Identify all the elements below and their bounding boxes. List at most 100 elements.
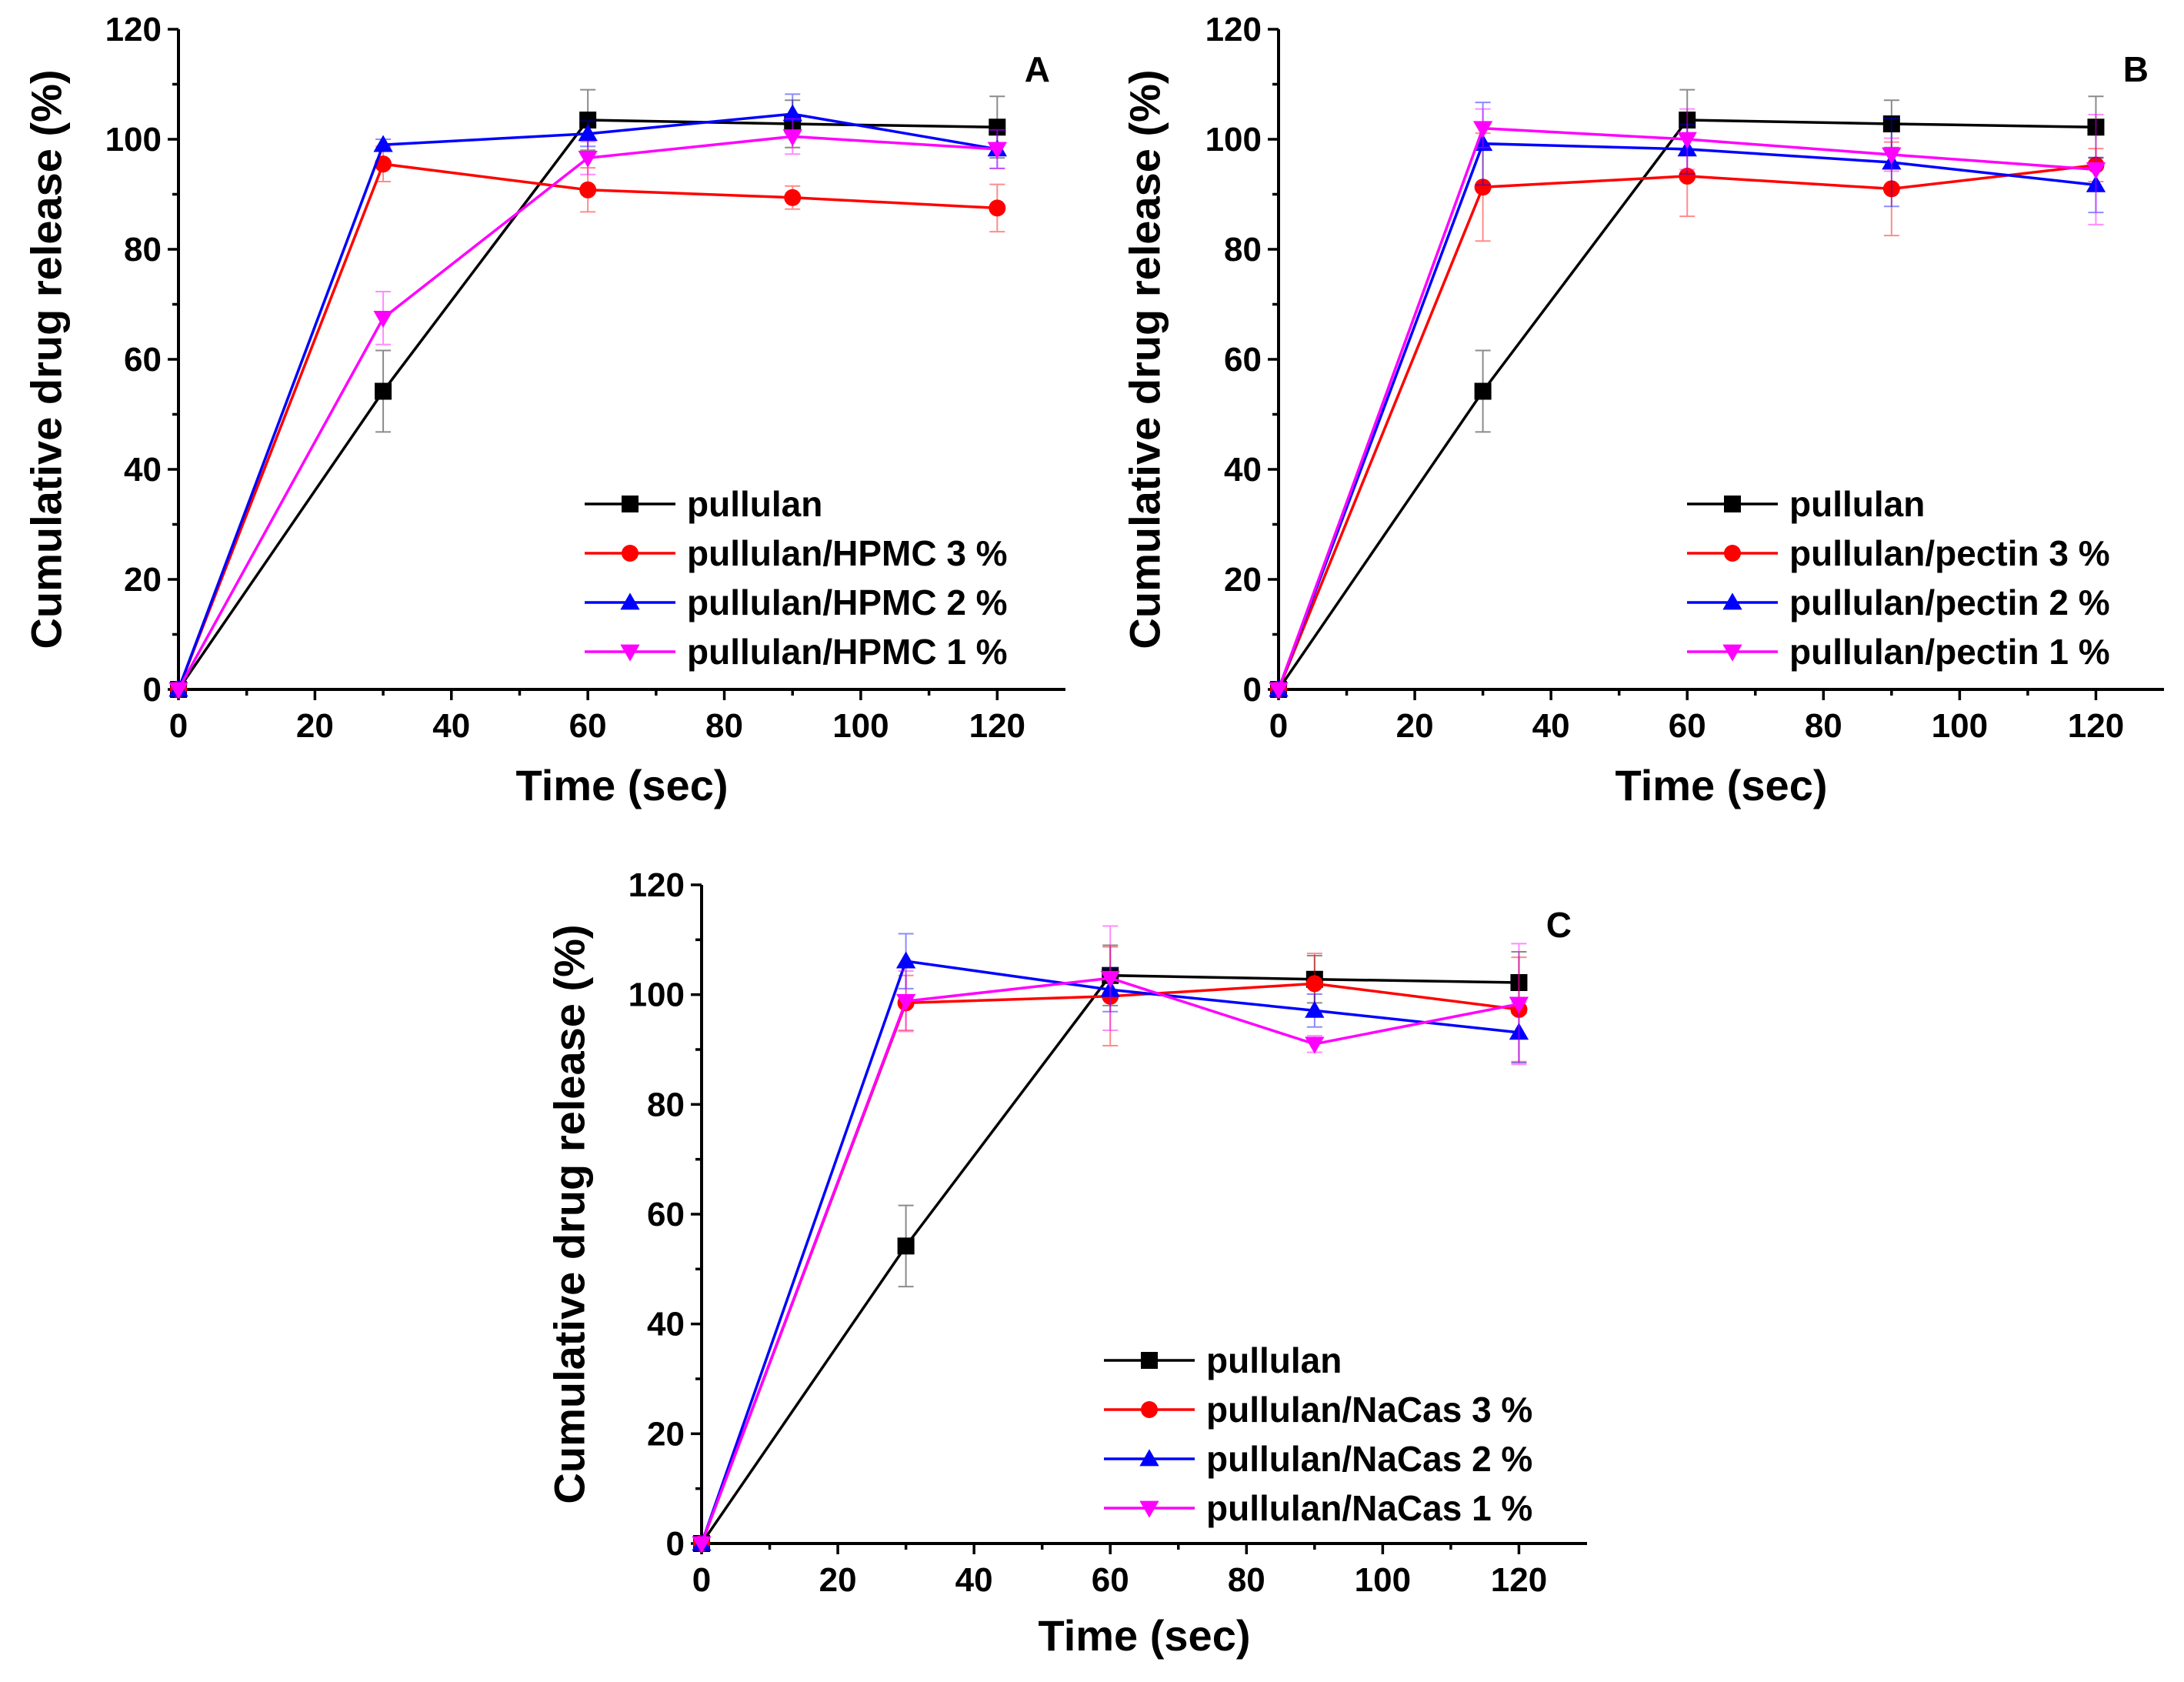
y-tick-label: 120 — [629, 866, 685, 904]
y-tick-label: 20 — [647, 1415, 685, 1453]
data-point — [1472, 134, 1493, 152]
data-point — [1679, 167, 1696, 185]
y-tick-label: 20 — [1224, 561, 1262, 599]
y-tick-label: 60 — [647, 1196, 685, 1233]
x-tick-label: 120 — [1491, 1561, 1547, 1599]
x-axis-title: Time (sec) — [1615, 761, 1828, 809]
panel-label: B — [2123, 49, 2149, 89]
chart-panel-b: 0 20 40 60 80 100 120 0 20 40 60 80 100 120 Time (sec)… — [1121, 11, 2164, 809]
legend-marker — [1724, 496, 1741, 512]
data-point — [1882, 180, 1900, 198]
x-tick-label: 40 — [432, 707, 470, 745]
y-axis-title: Cumulative drug release (%) — [545, 924, 594, 1503]
data-point — [579, 111, 597, 128]
legend-marker — [1139, 1449, 1159, 1467]
data-point — [1305, 1036, 1325, 1054]
data-point — [1474, 382, 1492, 400]
data-point — [784, 189, 802, 206]
x-tick-label: 0 — [169, 707, 188, 745]
y-tick-label: 0 — [1243, 671, 1262, 709]
data-point — [1509, 1023, 1529, 1040]
data-point — [895, 993, 916, 1011]
x-tick-label: 120 — [2068, 707, 2124, 745]
y-tick-label: 40 — [647, 1306, 685, 1343]
data-point — [1510, 973, 1528, 991]
data-point — [1882, 147, 1902, 165]
data-point — [1305, 975, 1323, 993]
y-tick-label: 80 — [647, 1086, 685, 1123]
data-point — [375, 382, 392, 400]
data-point — [989, 199, 1006, 217]
x-tick-label: 100 — [832, 707, 889, 745]
x-tick-label: 0 — [1269, 707, 1288, 745]
data-point — [2086, 162, 2106, 179]
x-tick-label: 80 — [1805, 707, 1842, 745]
x-tick-label: 0 — [692, 1561, 711, 1599]
legend-label: pullulan/pectin 3 % — [1789, 533, 2110, 573]
legend-marker — [622, 545, 639, 562]
legend-label: pullulan/pectin 1 % — [1789, 632, 2110, 672]
legend-label: pullulan/HPMC 2 % — [687, 582, 1008, 622]
data-point — [692, 1536, 712, 1554]
data-point — [2087, 118, 2105, 136]
data-point — [1509, 996, 1529, 1014]
x-tick-label: 20 — [296, 707, 334, 745]
x-tick-label: 20 — [819, 1561, 857, 1599]
x-axis-title: Time (sec) — [1039, 1611, 1251, 1660]
data-point — [578, 150, 598, 168]
data-point — [168, 682, 188, 699]
data-point — [1474, 179, 1492, 196]
y-tick-label: 60 — [124, 341, 162, 379]
x-tick-label: 100 — [1932, 707, 1988, 745]
data-point — [782, 129, 802, 147]
legend-marker — [622, 496, 639, 512]
x-tick-label: 40 — [1532, 707, 1570, 745]
data-point — [895, 951, 916, 969]
y-tick-label: 0 — [143, 671, 162, 709]
x-tick-label: 120 — [969, 707, 1025, 745]
y-tick-label: 100 — [1205, 121, 1262, 159]
y-axis-title: Cumulative drug release (%) — [1121, 69, 1169, 649]
series-3 — [692, 925, 1529, 1554]
y-tick-label: 80 — [1224, 231, 1262, 269]
legend-label: pullulan/pectin 2 % — [1789, 582, 2110, 622]
data-point — [1679, 111, 1696, 128]
data-point — [373, 135, 393, 152]
data-point — [1677, 132, 1697, 149]
x-tick-label: 60 — [569, 707, 607, 745]
legend: pullulan pullulan/NaCas 3 % pullulan/NaCas… — [1104, 1340, 1532, 1528]
legend-label: pullulan/NaCas 3 % — [1206, 1390, 1532, 1430]
data-point — [782, 104, 802, 122]
data-point — [1100, 970, 1120, 988]
series-2 — [1269, 102, 2106, 697]
x-tick-label: 60 — [1669, 707, 1706, 745]
legend-marker — [620, 592, 640, 610]
data-point — [989, 118, 1006, 136]
data-point — [373, 311, 393, 329]
legend-marker — [1724, 545, 1741, 562]
legend-label: pullulan/NaCas 2 % — [1206, 1439, 1532, 1479]
y-tick-label: 0 — [666, 1525, 685, 1563]
legend-label: pullulan/HPMC 1 % — [687, 632, 1008, 672]
x-tick-label: 100 — [1355, 1561, 1411, 1599]
y-tick-label: 120 — [105, 11, 162, 48]
legend-marker — [1722, 644, 1742, 662]
legend-label: pullulan — [687, 484, 822, 524]
legend: pullulan pullulan/HPMC 3 % pullulan/HPMC 2… — [585, 484, 1008, 672]
data-point — [2086, 175, 2106, 192]
legend-marker — [1139, 1500, 1159, 1518]
chart-panel-a: 0 20 40 60 80 100 120 0 20 40 60 80 100 120 Time (sec)… — [22, 11, 1065, 809]
x-axis-title: Time (sec) — [516, 761, 729, 809]
chart-panel-c: 0 20 40 60 80 100 120 0 20 40 60 80 100 120 Time (sec)… — [545, 866, 1587, 1660]
legend-marker — [1722, 592, 1742, 610]
y-tick-label: 100 — [629, 976, 685, 1014]
panel-label: A — [1025, 49, 1050, 89]
legend-marker — [1141, 1352, 1158, 1369]
panel-label: C — [1546, 905, 1572, 945]
legend-marker — [1141, 1401, 1158, 1418]
y-tick-label: 40 — [1224, 451, 1262, 489]
series-3 — [168, 118, 1007, 699]
data-point — [1269, 682, 1289, 699]
